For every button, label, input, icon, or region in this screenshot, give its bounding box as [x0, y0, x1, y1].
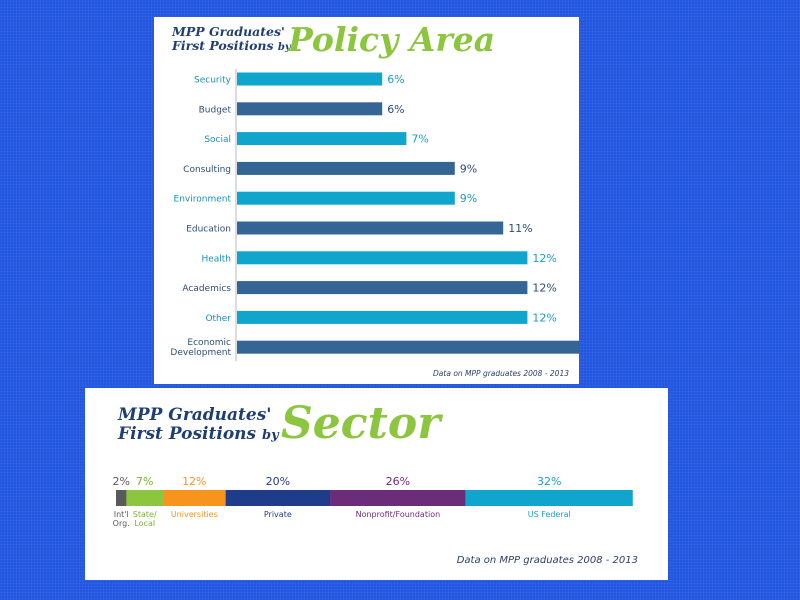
category-label: Development: [170, 348, 231, 358]
category-label: Other: [205, 314, 231, 324]
category-label: Academics: [182, 284, 231, 294]
value-label: 7%: [411, 133, 428, 146]
bar: [237, 72, 383, 86]
value-label: 6%: [387, 73, 404, 86]
stacked-segment: [465, 490, 633, 506]
stacked-segment: [116, 490, 127, 506]
bar: [237, 281, 528, 295]
policy-footnote: Data on MPP graduates 2008 - 2013: [433, 369, 569, 378]
segment-category-label: Universities: [171, 510, 218, 519]
sector-title-line1: MPP Graduates': [118, 405, 272, 425]
bar: [237, 340, 579, 354]
category-label: Education: [186, 225, 231, 235]
segment-category-label: Int'l: [114, 510, 129, 519]
bar: [237, 251, 528, 265]
value-label: 9%: [460, 192, 477, 205]
bar: [237, 161, 455, 175]
category-label: Environment: [174, 195, 232, 205]
value-label: 11%: [508, 222, 532, 235]
sector-title-line2: First Positions by: [118, 425, 279, 445]
value-label: 12%: [532, 252, 556, 265]
bar: [237, 102, 383, 116]
policy-chart-subtitle: MPP Graduates' First Positions by: [172, 25, 291, 55]
category-label: Consulting: [183, 165, 231, 175]
bar: [237, 132, 407, 146]
segment-value-label: 32%: [537, 475, 561, 488]
policy-title-line2-text: First Positions: [172, 38, 274, 53]
category-label: Security: [194, 76, 232, 86]
segment-category-label: Local: [134, 519, 155, 528]
value-label: 6%: [387, 103, 404, 116]
stacked-segment: [162, 490, 226, 506]
policy-title-line2: First Positions by: [172, 39, 291, 55]
value-label: 9%: [460, 162, 477, 175]
value-label: 12%: [532, 311, 556, 324]
policy-area-bar-chart: Security 6% Budget 6% Social 7% Consulting 9% En…: [170, 69, 579, 362]
category-label: Social: [204, 135, 231, 145]
segment-value-label: 26%: [386, 475, 410, 488]
stacked-segment: [330, 490, 466, 506]
value-label: 12%: [532, 282, 556, 295]
stacked-segment: [126, 490, 163, 506]
segment-category-label: US Federal: [528, 510, 571, 519]
bar: [237, 221, 504, 235]
segment-value-label: 7%: [136, 475, 153, 488]
segment-category-label: State/: [133, 510, 157, 519]
policy-title-line1: MPP Graduates': [172, 24, 285, 39]
segment-value-label: 20%: [266, 475, 290, 488]
bar: [237, 310, 528, 324]
segment-value-label: 2%: [112, 475, 129, 488]
segment-category-label: Nonprofit/Foundation: [356, 510, 441, 519]
policy-chart-title: Policy Area: [288, 20, 496, 59]
policy-area-panel: MPP Graduates' First Positions by Policy…: [154, 17, 579, 384]
sector-footnote: Data on MPP graduates 2008 - 2013: [456, 555, 638, 566]
sector-title-line2-text: First Positions: [118, 424, 257, 444]
category-label: Economic: [187, 338, 231, 348]
policy-title-by: by: [277, 42, 291, 53]
segment-category-label: Private: [264, 510, 292, 519]
bar: [237, 191, 455, 205]
sector-chart-subtitle: MPP Graduates' First Positions by: [118, 406, 279, 445]
segment-category-label: Org.: [113, 519, 130, 528]
segment-value-label: 12%: [182, 475, 206, 488]
sector-panel: MPP Graduates' First Positions by Sector…: [85, 388, 668, 580]
category-label: Health: [201, 254, 231, 264]
category-label: Budget: [199, 105, 232, 115]
sector-title-by: by: [262, 428, 279, 443]
stacked-segment: [225, 490, 331, 506]
sector-chart-title: Sector: [281, 398, 441, 449]
